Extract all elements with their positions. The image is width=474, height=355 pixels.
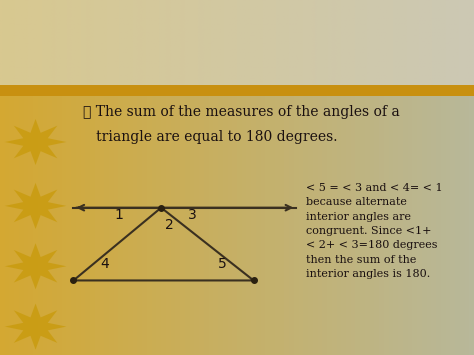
Text: 1: 1: [114, 208, 123, 222]
Polygon shape: [0, 85, 474, 96]
Text: 3: 3: [188, 208, 196, 222]
Text: 2: 2: [165, 218, 174, 233]
Text: 5: 5: [219, 257, 227, 272]
Text: triangle are equal to 180 degrees.: triangle are equal to 180 degrees.: [83, 130, 337, 144]
Text: ✱ The sum of the measures of the angles of a: ✱ The sum of the measures of the angles …: [83, 105, 400, 119]
Text: < 5 = < 3 and < 4= < 1
because alternate
interior angles are
congruent. Since <1: < 5 = < 3 and < 4= < 1 because alternate…: [306, 183, 442, 279]
Text: The Triangle Sum Theorem: The Triangle Sum Theorem: [106, 29, 435, 52]
Circle shape: [20, 29, 51, 52]
Polygon shape: [5, 183, 66, 229]
Polygon shape: [5, 304, 66, 350]
Polygon shape: [5, 243, 66, 289]
Polygon shape: [5, 18, 66, 64]
Polygon shape: [5, 119, 66, 165]
Text: 4: 4: [100, 257, 109, 272]
